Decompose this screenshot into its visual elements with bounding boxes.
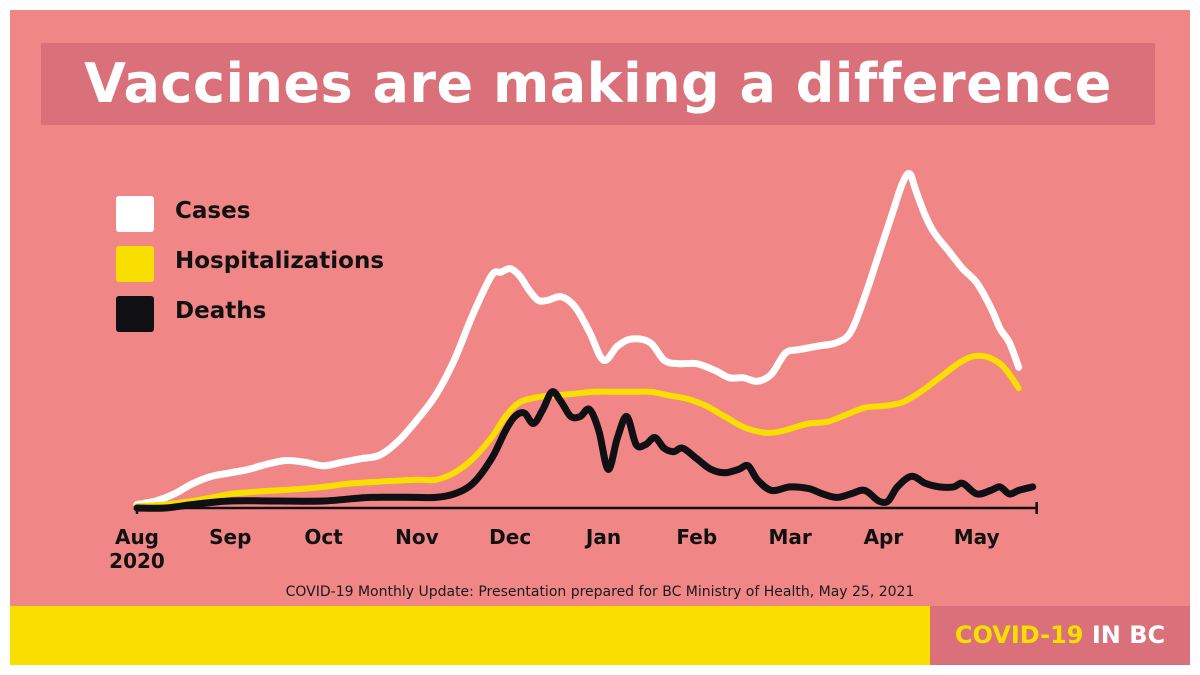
x-tick-label-9: May xyxy=(954,525,1000,549)
legend-swatch-cases xyxy=(116,196,154,232)
brand-part-covid: COVID-19 xyxy=(954,621,1084,649)
x-tick-label-6: Feb xyxy=(676,525,717,549)
x-tick-label-0: Aug xyxy=(115,525,159,549)
series-line-deaths xyxy=(133,388,1037,512)
brand-label: COVID-19 IN BC xyxy=(930,606,1190,665)
legend-label-cases: Cases xyxy=(175,198,251,224)
x-tick-label-1: Sep xyxy=(209,525,251,549)
series-line-hospitalizations xyxy=(134,352,1022,510)
x-tick-label-2: Oct xyxy=(304,525,343,549)
x-tick-label-4: Dec xyxy=(489,525,531,549)
footnote: COVID-19 Monthly Update: Presentation pr… xyxy=(285,584,915,600)
x-tick-label-7: Mar xyxy=(768,525,811,549)
legend-swatch-hospitalizations xyxy=(116,246,154,282)
series-line-cases xyxy=(133,169,1023,508)
x-tick-label-3: Nov xyxy=(395,525,439,549)
brand-box: COVID-19 IN BC xyxy=(930,606,1190,665)
x-tick-label-5: Jan xyxy=(584,525,621,549)
slide-title: Vaccines are making a difference xyxy=(84,52,1112,115)
legend-label-hospitalizations: Hospitalizations xyxy=(175,248,385,274)
slide-panel: Vaccines are making a difference Cases H… xyxy=(10,10,1190,665)
x-tick-label-8: Apr xyxy=(864,525,904,549)
legend-swatch-deaths xyxy=(116,296,154,332)
x-tick-sublabel-0: 2020 xyxy=(109,549,165,573)
brand-part-inbc: IN BC xyxy=(1091,621,1166,649)
title-box: Vaccines are making a difference xyxy=(41,43,1155,125)
legend-label-deaths: Deaths xyxy=(175,298,267,324)
